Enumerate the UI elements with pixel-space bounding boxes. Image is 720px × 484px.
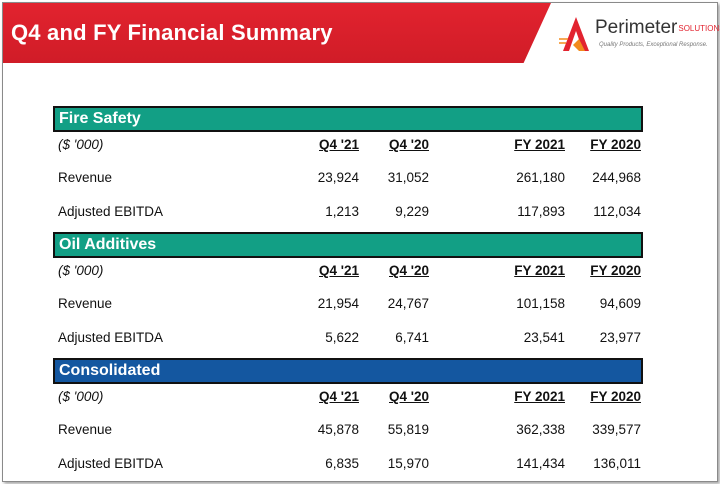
table-cell: 1,213 — [325, 204, 359, 219]
table-cell: 339,577 — [592, 422, 641, 437]
table-cell: 24,767 — [387, 296, 429, 311]
table-cell: 101,158 — [516, 296, 565, 311]
column-header: Q4 '21 — [319, 137, 359, 152]
logo-name-text: Perimeter — [595, 17, 678, 38]
column-header: FY 2021 — [514, 263, 565, 278]
table-cell: 23,977 — [599, 330, 641, 345]
column-header-row: ($ '000) Q4 '21 Q4 '20 FY 2021 FY 2020 — [53, 384, 643, 414]
row-label: Adjusted EBITDA — [58, 330, 164, 345]
table-row: Revenue 23,924 31,052 261,180 244,968 — [53, 162, 643, 196]
table-cell: 136,011 — [593, 456, 641, 471]
column-header: FY 2020 — [590, 389, 641, 404]
column-header: Q4 '21 — [319, 389, 359, 404]
table-cell: 141,434 — [516, 456, 565, 471]
table-cell: 23,541 — [523, 330, 565, 345]
table-cell: 15,970 — [387, 456, 429, 471]
column-header: Q4 '20 — [389, 389, 429, 404]
column-header: Q4 '20 — [389, 263, 429, 278]
column-header: FY 2020 — [590, 263, 641, 278]
row-label: Revenue — [58, 296, 113, 311]
row-label: Revenue — [58, 422, 113, 437]
table-cell: 112,034 — [593, 204, 641, 219]
column-header: FY 2020 — [590, 137, 641, 152]
column-header-row: ($ '000) Q4 '21 Q4 '20 FY 2021 FY 2020 — [53, 132, 643, 162]
units-label: ($ '000) — [58, 389, 104, 404]
table-cell: 31,052 — [387, 170, 429, 185]
logo-wordmark: PerimeterSOLUTIONS — [595, 17, 720, 39]
table-cell: 261,180 — [516, 170, 565, 185]
units-label: ($ '000) — [58, 263, 104, 278]
perimeter-logo-icon — [559, 17, 589, 51]
section-title: Oil Additives — [53, 232, 643, 258]
logo-tagline: Quality Products, Exceptional Response. — [599, 42, 708, 48]
section-fire-safety: Fire Safety ($ '000) Q4 '21 Q4 '20 FY 20… — [53, 106, 643, 230]
logo-suffix-text: SOLUTIONS — [678, 24, 720, 33]
section-consolidated: Consolidated ($ '000) Q4 '21 Q4 '20 FY 2… — [53, 358, 643, 482]
table-cell: 55,819 — [387, 422, 429, 437]
title-banner: Q4 and FY Financial Summary — [3, 3, 551, 63]
section-oil-additives: Oil Additives ($ '000) Q4 '21 Q4 '20 FY … — [53, 232, 643, 356]
table-cell: 362,338 — [516, 422, 565, 437]
table-row: Adjusted EBITDA 6,835 15,970 141,434 136… — [53, 448, 643, 482]
table-cell: 6,741 — [395, 330, 429, 345]
table-cell: 21,954 — [317, 296, 359, 311]
table-row: Revenue 45,878 55,819 362,338 339,577 — [53, 414, 643, 448]
section-title: Consolidated — [53, 358, 643, 384]
company-logo: PerimeterSOLUTIONS Quality Products, Exc… — [559, 15, 720, 55]
row-label: Revenue — [58, 170, 113, 185]
column-header: FY 2021 — [514, 389, 565, 404]
units-label: ($ '000) — [58, 137, 104, 152]
table-row: Revenue 21,954 24,767 101,158 94,609 — [53, 288, 643, 322]
column-header: FY 2021 — [514, 137, 565, 152]
table-cell: 5,622 — [325, 330, 359, 345]
table-row: Adjusted EBITDA 5,622 6,741 23,541 23,97… — [53, 322, 643, 356]
column-header: Q4 '20 — [389, 137, 429, 152]
column-header: Q4 '21 — [319, 263, 359, 278]
column-header-row: ($ '000) Q4 '21 Q4 '20 FY 2021 FY 2020 — [53, 258, 643, 288]
table-cell: 45,878 — [317, 422, 359, 437]
table-cell: 9,229 — [395, 204, 429, 219]
table-cell: 23,924 — [317, 170, 359, 185]
table-cell: 244,968 — [592, 170, 641, 185]
row-label: Adjusted EBITDA — [58, 204, 164, 219]
section-title: Fire Safety — [53, 106, 643, 132]
table-cell: 117,893 — [517, 204, 565, 219]
table-cell: 6,835 — [325, 456, 359, 471]
page-title: Q4 and FY Financial Summary — [11, 20, 333, 45]
table-cell: 94,609 — [599, 296, 641, 311]
table-row: Adjusted EBITDA 1,213 9,229 117,893 112,… — [53, 196, 643, 230]
row-label: Adjusted EBITDA — [58, 456, 164, 471]
